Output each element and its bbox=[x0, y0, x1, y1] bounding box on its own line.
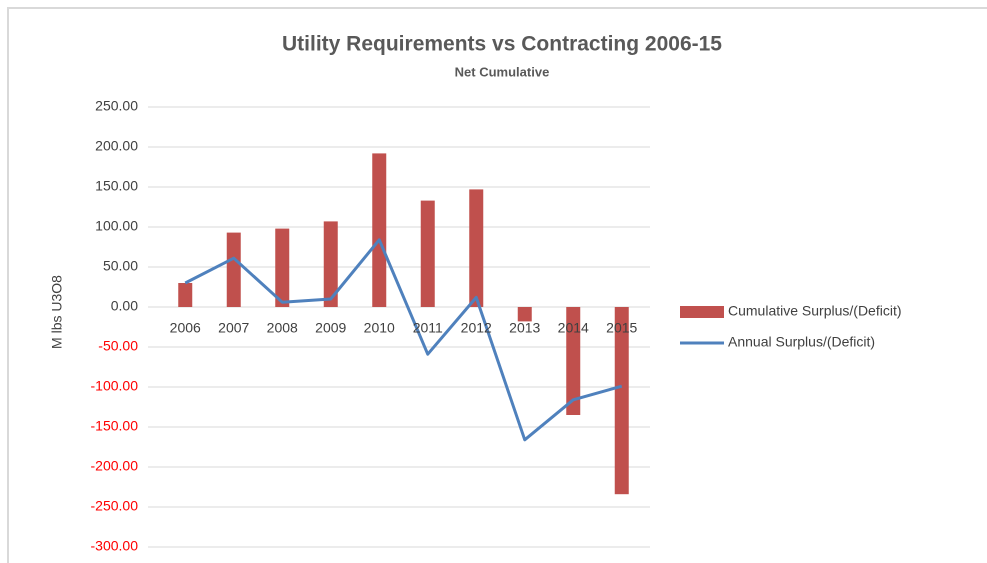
y-tick-label: -150.00 bbox=[91, 418, 139, 434]
y-tick-label: 50.00 bbox=[103, 258, 138, 274]
bar bbox=[469, 189, 484, 307]
bar bbox=[178, 283, 193, 307]
y-axis-label: M lbs U3O8 bbox=[49, 275, 65, 349]
bar bbox=[566, 307, 581, 415]
y-tick-label: 150.00 bbox=[95, 178, 138, 194]
y-tick-label: -250.00 bbox=[91, 498, 139, 514]
x-tick-label: 2011 bbox=[413, 320, 443, 336]
x-tick-label: 2012 bbox=[461, 320, 492, 336]
x-tick-label: 2009 bbox=[315, 320, 346, 336]
legend-label: Annual Surplus/(Deficit) bbox=[728, 334, 875, 350]
bar bbox=[517, 307, 532, 322]
y-tick-label: 0.00 bbox=[111, 298, 138, 314]
x-tick-label: 2007 bbox=[218, 320, 249, 336]
line bbox=[184, 238, 623, 442]
y-tick-label: -200.00 bbox=[91, 458, 139, 474]
x-tick-label: 2006 bbox=[170, 320, 201, 336]
y-tick-label: 200.00 bbox=[95, 138, 138, 154]
y-tick-label: 250.00 bbox=[95, 98, 138, 114]
y-tick-label: -50.00 bbox=[98, 338, 138, 354]
y-tick-label: -300.00 bbox=[91, 538, 139, 554]
chart-border bbox=[7, 7, 987, 563]
x-tick-label: 2008 bbox=[267, 320, 298, 336]
x-tick-label: 2014 bbox=[558, 320, 589, 336]
bar bbox=[275, 228, 290, 307]
chart-subtitle: Net Cumulative bbox=[455, 64, 550, 79]
bar bbox=[372, 153, 387, 307]
bar bbox=[420, 200, 435, 307]
x-tick-label: 2013 bbox=[509, 320, 540, 336]
legend-label: Cumulative Surplus/(Deficit) bbox=[728, 303, 902, 319]
x-tick-label: 2010 bbox=[364, 320, 395, 336]
bar bbox=[226, 232, 241, 307]
y-tick-label: -100.00 bbox=[91, 378, 139, 394]
bar bbox=[614, 307, 629, 495]
y-tick-label: 100.00 bbox=[95, 218, 138, 234]
x-tick-label: 2015 bbox=[606, 320, 637, 336]
chart-title: Utility Requirements vs Contracting 2006… bbox=[282, 33, 722, 56]
bar bbox=[323, 221, 338, 307]
legend-swatch bbox=[680, 306, 724, 318]
